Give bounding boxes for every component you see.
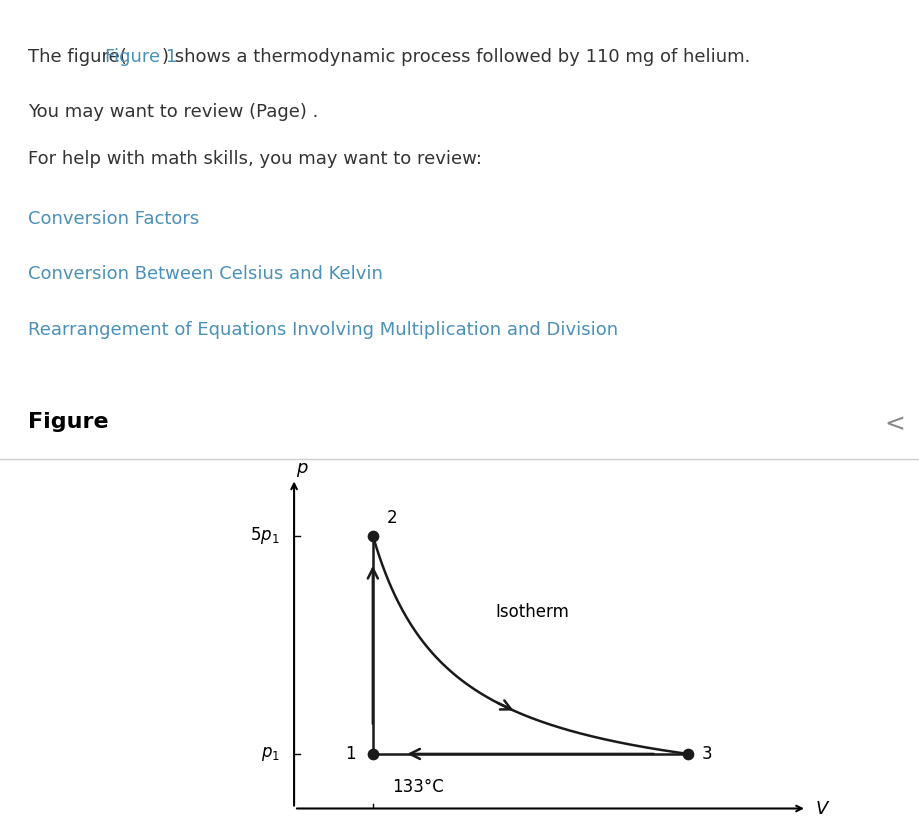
Point	[366, 529, 380, 542]
Text: $V$: $V$	[815, 799, 830, 818]
Text: 1: 1	[345, 745, 356, 763]
Text: Rearrangement of Equations Involving Multiplication and Division: Rearrangement of Equations Involving Mul…	[28, 321, 618, 339]
Text: 2: 2	[387, 509, 398, 527]
Text: Figure 1: Figure 1	[105, 48, 177, 65]
Text: 3: 3	[702, 745, 713, 763]
Text: You may want to review (Page) .: You may want to review (Page) .	[28, 103, 318, 121]
Text: $p_1$: $p_1$	[261, 745, 280, 763]
Point	[366, 747, 380, 761]
Text: 133°C: 133°C	[392, 779, 444, 796]
Text: <: <	[884, 412, 905, 436]
Point	[681, 747, 696, 761]
Text: $p$: $p$	[296, 460, 308, 478]
Text: For help with math skills, you may want to review:: For help with math skills, you may want …	[28, 150, 482, 168]
Text: $5p_1$: $5p_1$	[250, 526, 280, 546]
Text: Conversion Factors: Conversion Factors	[28, 210, 199, 228]
Text: Figure: Figure	[28, 412, 108, 432]
Text: Conversion Between Celsius and Kelvin: Conversion Between Celsius and Kelvin	[28, 266, 382, 283]
Text: Isotherm: Isotherm	[495, 603, 569, 621]
Text: ) shows a thermodynamic process followed by 110 mg of helium.: ) shows a thermodynamic process followed…	[162, 48, 750, 65]
Text: The figure(: The figure(	[28, 48, 126, 65]
